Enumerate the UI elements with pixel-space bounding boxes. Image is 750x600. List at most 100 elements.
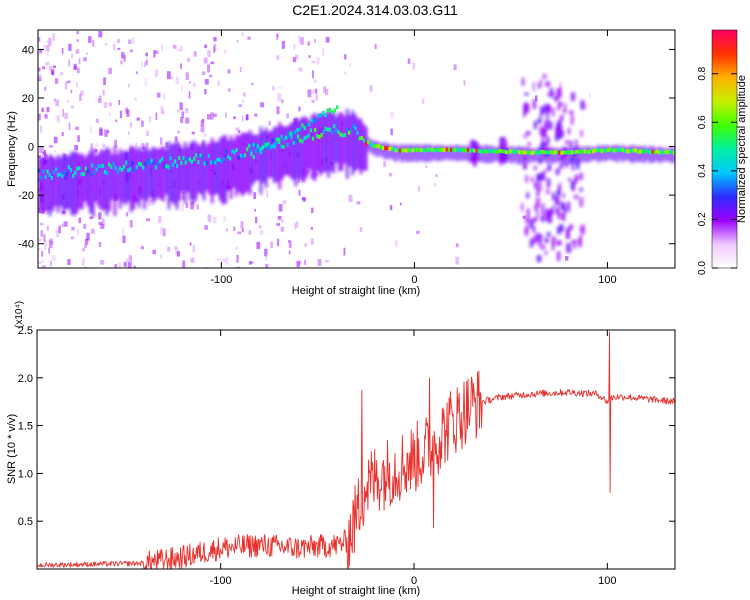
burst-cell: [540, 106, 545, 114]
core-cell: [171, 162, 174, 167]
burst-cell: [570, 156, 575, 164]
core-cell: [271, 144, 274, 149]
burst-cell: [578, 237, 582, 248]
burst-cell: [544, 208, 548, 216]
band-cell: [327, 109, 330, 178]
noise-cell: [107, 130, 110, 134]
band-cell: [597, 144, 600, 163]
noise-cell: [97, 97, 102, 104]
noise-cell: [77, 228, 79, 236]
band-cell: [397, 146, 400, 160]
y-tick-label: 40: [22, 44, 34, 56]
burst-cell: [536, 210, 539, 220]
noise-cell: [67, 259, 71, 266]
core-cell: [328, 127, 332, 132]
burst-cell: [547, 104, 552, 113]
noise-cell: [204, 44, 208, 49]
noise-cell: [134, 97, 137, 101]
core-cell: [159, 159, 162, 164]
band-cell: [308, 120, 311, 170]
core-cell: [161, 156, 164, 161]
burst-cell: [572, 181, 575, 192]
noise-cell: [238, 129, 241, 134]
noise-cell: [98, 242, 102, 247]
core-cell: [296, 127, 299, 132]
burst-cell: [555, 168, 560, 175]
burst-cell: [565, 229, 570, 240]
band-cell: [410, 144, 414, 162]
burst-cell: [540, 244, 546, 250]
core-cell: [214, 160, 217, 165]
burst-cell: [529, 238, 534, 248]
core-cell: [259, 150, 262, 155]
band-cell: [281, 125, 284, 180]
burst-cell: [557, 101, 563, 107]
core-cell: [324, 113, 327, 118]
burst-cell: [580, 224, 586, 230]
noise-cell: [82, 258, 85, 266]
noise-cell: [374, 44, 377, 50]
burst-cell: [544, 237, 549, 243]
noise-cell: [296, 221, 299, 228]
noise-cell: [314, 39, 316, 43]
noise-cell: [188, 91, 191, 99]
burst-cell: [544, 147, 547, 152]
core-cell: [464, 148, 467, 153]
noise-cell: [102, 218, 105, 226]
burst-cell: [559, 164, 562, 170]
band-cell: [421, 144, 425, 162]
band-cell: [89, 150, 92, 214]
burst-cell: [470, 156, 474, 162]
noise-cell: [48, 247, 51, 254]
band-cell: [432, 145, 436, 160]
noise-cell: [68, 43, 72, 51]
noise-cell: [272, 86, 275, 91]
band-cell: [640, 146, 644, 162]
noise-cell: [170, 76, 174, 79]
band-cell: [102, 150, 106, 211]
core-cell: [335, 128, 338, 133]
core-cell: [54, 167, 58, 172]
core-cell: [97, 164, 100, 169]
core-cell: [500, 149, 504, 154]
band-cell: [651, 146, 654, 164]
band-cell: [605, 145, 609, 161]
burst-cell: [548, 163, 552, 171]
noise-cell: [41, 250, 44, 257]
core-cell: [562, 150, 565, 155]
noise-cell: [108, 102, 112, 107]
band-cell: [137, 146, 141, 208]
band-cell: [124, 150, 127, 205]
core-cell: [48, 173, 51, 178]
core-cell: [315, 117, 318, 122]
noise-cell: [146, 218, 150, 222]
burst-cell: [566, 243, 572, 253]
core-cell: [256, 144, 259, 149]
core-cell: [44, 174, 47, 179]
core-cell: [278, 139, 281, 144]
core-cell: [539, 149, 542, 154]
noise-cell: [281, 99, 284, 104]
noise-cell: [185, 107, 189, 111]
noise-cell: [259, 229, 264, 236]
noise-cell: [276, 106, 280, 115]
noise-cell: [175, 76, 180, 85]
band-cell: [386, 143, 390, 160]
noise-cell: [122, 235, 126, 244]
spectrogram-x-axis-label: Height of straight line (km): [292, 285, 420, 297]
band-cell: [140, 150, 144, 200]
band-cell: [624, 146, 627, 161]
core-cell: [602, 148, 606, 153]
noise-cell: [233, 226, 236, 232]
band-cell: [92, 148, 95, 217]
noise-cell: [123, 54, 126, 62]
burst-cell: [564, 139, 570, 145]
burst-cell: [556, 240, 562, 245]
core-cell: [609, 147, 612, 152]
core-cell: [411, 148, 414, 153]
core-cell: [91, 163, 94, 168]
band-cell: [100, 150, 103, 211]
noise-cell: [145, 57, 149, 62]
band-cell: [354, 114, 357, 171]
noise-cell: [38, 72, 42, 80]
